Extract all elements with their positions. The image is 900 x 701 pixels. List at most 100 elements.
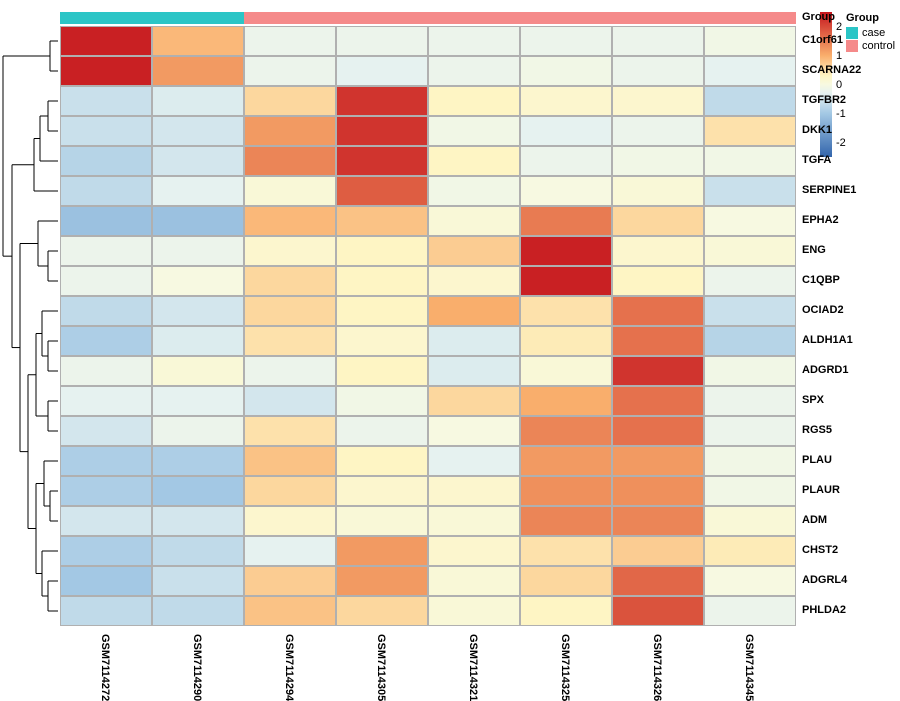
heatmap-cell [244,296,336,326]
heatmap-cell [152,566,244,596]
heatmap-cell [60,446,152,476]
heatmap-row [60,116,796,146]
heatmap-row [60,56,796,86]
heatmap-row [60,446,796,476]
row-label: PLAU [802,454,832,466]
row-label: TGFA [802,154,831,166]
heatmap-cell [336,236,428,266]
heatmap-cell [520,506,612,536]
colorbar-tick: -1 [836,108,846,120]
row-label: DKK1 [802,124,832,136]
heatmap-cell [152,356,244,386]
heatmap-row [60,566,796,596]
heatmap-cell [336,176,428,206]
heatmap-cell [152,56,244,86]
heatmap-cell [520,86,612,116]
heatmap-cell [152,476,244,506]
heatmap-cell [612,236,704,266]
heatmap-cell [244,26,336,56]
heatmap-cell [244,56,336,86]
row-label: TGFBR2 [802,94,846,106]
heatmap-cell [244,356,336,386]
heatmap-cell [152,86,244,116]
heatmap-cell [428,266,520,296]
heatmap-row [60,26,796,56]
heatmap-cell [152,386,244,416]
heatmap-cell [428,176,520,206]
heatmap-cell [428,386,520,416]
heatmap-cell [244,266,336,296]
colorbar-tick: -2 [836,137,846,149]
row-label: RGS5 [802,424,832,436]
heatmap-cell [428,206,520,236]
heatmap-cell [704,506,796,536]
heatmap-cell [428,236,520,266]
heatmap-cell [152,146,244,176]
heatmap-cell [244,566,336,596]
heatmap-cell [612,86,704,116]
heatmap-cell [244,596,336,626]
heatmap-cell [520,146,612,176]
heatmap-row [60,386,796,416]
heatmap-cell [520,326,612,356]
heatmap-cell [60,566,152,596]
legend-label: control [862,40,895,52]
legend-item: case [846,27,895,39]
heatmap-cell [60,266,152,296]
heatmap-cell [704,146,796,176]
heatmap-cell [336,266,428,296]
colorbar-tick: 2 [836,21,842,33]
heatmap-cell [336,446,428,476]
heatmap-cell [612,206,704,236]
group-legend: Group casecontrol [846,12,895,53]
heatmap-cell [60,206,152,236]
heatmap-cell [152,176,244,206]
heatmap-cell [704,356,796,386]
heatmap-cell [244,86,336,116]
heatmap-cell [244,236,336,266]
heatmap-cell [704,26,796,56]
heatmap-row [60,536,796,566]
heatmap-cell [428,296,520,326]
colorbar-tick: 0 [836,79,842,91]
column-label: GSM7114294 [283,634,295,701]
legend-label: case [862,27,885,39]
heatmap-cell [60,86,152,116]
heatmap-cell [428,56,520,86]
heatmap-cell [520,56,612,86]
heatmap-cell [612,116,704,146]
heatmap-cell [336,476,428,506]
heatmap-cell [428,146,520,176]
heatmap-cell [704,266,796,296]
column-label: GSM7114345 [743,634,755,701]
heatmap-cell [428,596,520,626]
row-label: C1orf61 [802,34,843,46]
heatmap-cell [704,206,796,236]
heatmap-cell [612,26,704,56]
row-label: PHLDA2 [802,604,846,616]
column-label: GSM7114290 [191,634,203,701]
heatmap-cell [704,176,796,206]
heatmap-cell [152,116,244,146]
group-cell [244,12,336,24]
group-cell [152,12,244,24]
heatmap-cell [336,206,428,236]
heatmap-cell [336,506,428,536]
heatmap-cell [336,536,428,566]
row-label: C1QBP [802,274,840,286]
heatmap-row [60,146,796,176]
heatmap-cell [244,146,336,176]
heatmap-row [60,206,796,236]
heatmap-cell [520,476,612,506]
heatmap-cell [704,296,796,326]
heatmap-cell [704,416,796,446]
heatmap-cell [60,356,152,386]
heatmap-cell [60,506,152,536]
heatmap-cell [704,116,796,146]
row-label: ADGRL4 [802,574,847,586]
heatmap-cell [612,446,704,476]
heatmap-cell [152,236,244,266]
heatmap-cell [520,116,612,146]
heatmap-grid [60,26,796,626]
heatmap-cell [60,416,152,446]
